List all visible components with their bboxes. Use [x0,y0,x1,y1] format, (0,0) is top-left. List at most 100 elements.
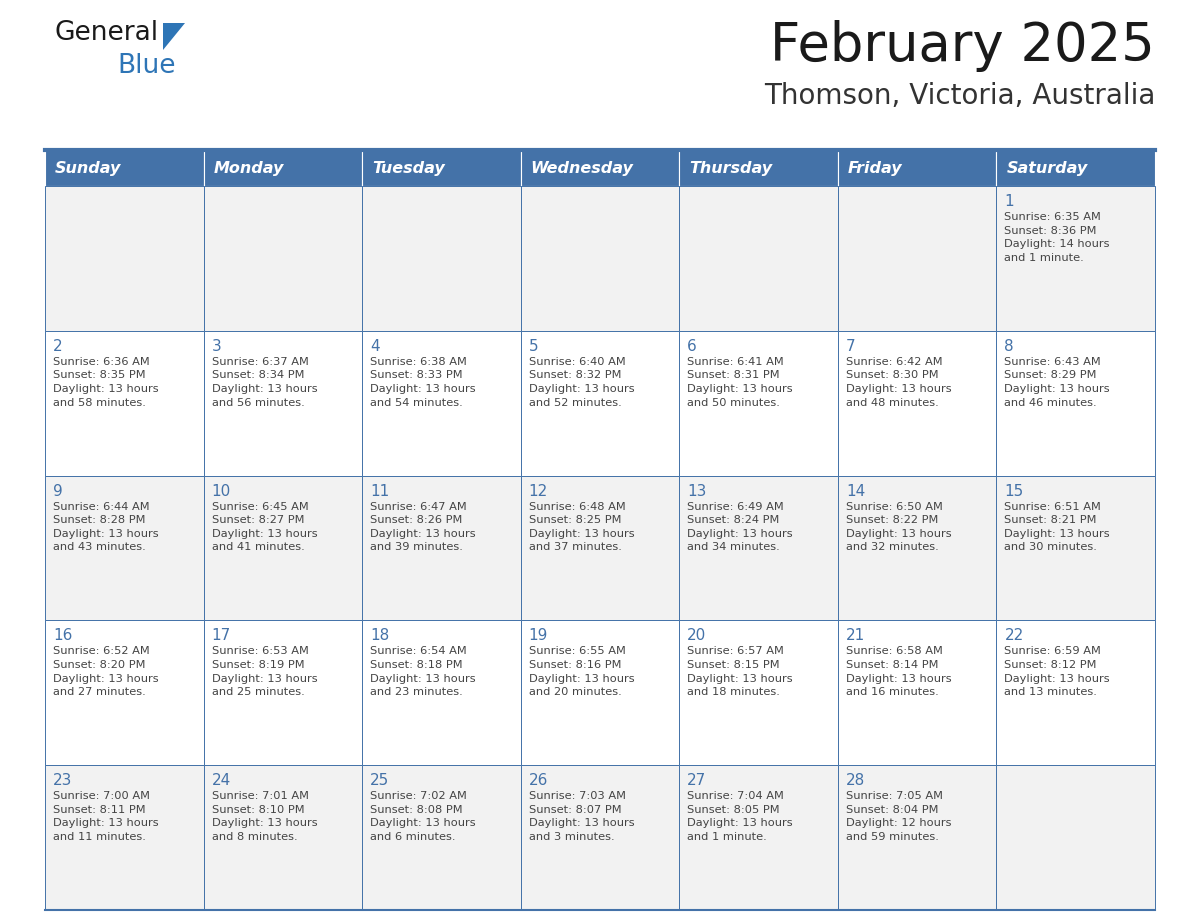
Bar [997,150,1155,186]
Text: Sunrise: 6:50 AM
Sunset: 8:22 PM
Daylight: 13 hours
and 32 minutes.: Sunrise: 6:50 AM Sunset: 8:22 PM Dayligh… [846,501,952,553]
Text: Saturday: Saturday [1006,161,1088,175]
Text: 26: 26 [529,773,548,789]
Text: 25: 25 [371,773,390,789]
Bar [45,621,203,766]
Text: Sunrise: 6:57 AM
Sunset: 8:15 PM
Daylight: 13 hours
and 18 minutes.: Sunrise: 6:57 AM Sunset: 8:15 PM Dayligh… [688,646,792,697]
Bar [203,621,362,766]
Bar [838,186,997,330]
Bar [838,621,997,766]
Text: 3: 3 [211,339,221,353]
Bar [997,476,1155,621]
Text: 8: 8 [1004,339,1015,353]
Bar [362,330,520,476]
Text: Sunrise: 6:37 AM
Sunset: 8:34 PM
Daylight: 13 hours
and 56 minutes.: Sunrise: 6:37 AM Sunset: 8:34 PM Dayligh… [211,357,317,408]
Bar [520,766,680,910]
Text: Blue: Blue [116,53,176,79]
Bar [680,766,838,910]
Text: 5: 5 [529,339,538,353]
Text: Sunrise: 6:38 AM
Sunset: 8:33 PM
Daylight: 13 hours
and 54 minutes.: Sunrise: 6:38 AM Sunset: 8:33 PM Dayligh… [371,357,475,408]
Bar [362,150,520,186]
Text: Sunday: Sunday [55,161,121,175]
Text: Sunrise: 6:49 AM
Sunset: 8:24 PM
Daylight: 13 hours
and 34 minutes.: Sunrise: 6:49 AM Sunset: 8:24 PM Dayligh… [688,501,792,553]
Text: Sunrise: 6:51 AM
Sunset: 8:21 PM
Daylight: 13 hours
and 30 minutes.: Sunrise: 6:51 AM Sunset: 8:21 PM Dayligh… [1004,501,1110,553]
Bar [838,150,997,186]
Text: 14: 14 [846,484,865,498]
Bar [362,766,520,910]
Text: 10: 10 [211,484,230,498]
Text: Sunrise: 6:43 AM
Sunset: 8:29 PM
Daylight: 13 hours
and 46 minutes.: Sunrise: 6:43 AM Sunset: 8:29 PM Dayligh… [1004,357,1110,408]
Text: 13: 13 [688,484,707,498]
Bar [362,476,520,621]
Text: Sunrise: 6:48 AM
Sunset: 8:25 PM
Daylight: 13 hours
and 37 minutes.: Sunrise: 6:48 AM Sunset: 8:25 PM Dayligh… [529,501,634,553]
Bar [45,150,203,186]
Text: 6: 6 [688,339,697,353]
Text: 1: 1 [1004,194,1015,209]
Text: Sunrise: 6:44 AM
Sunset: 8:28 PM
Daylight: 13 hours
and 43 minutes.: Sunrise: 6:44 AM Sunset: 8:28 PM Dayligh… [53,501,159,553]
Bar [997,186,1155,330]
Text: 12: 12 [529,484,548,498]
Text: Tuesday: Tuesday [372,161,444,175]
Bar [838,330,997,476]
Text: Sunrise: 6:58 AM
Sunset: 8:14 PM
Daylight: 13 hours
and 16 minutes.: Sunrise: 6:58 AM Sunset: 8:14 PM Dayligh… [846,646,952,697]
Bar [203,766,362,910]
Text: Sunrise: 7:05 AM
Sunset: 8:04 PM
Daylight: 12 hours
and 59 minutes.: Sunrise: 7:05 AM Sunset: 8:04 PM Dayligh… [846,791,952,842]
Text: Sunrise: 7:04 AM
Sunset: 8:05 PM
Daylight: 13 hours
and 1 minute.: Sunrise: 7:04 AM Sunset: 8:05 PM Dayligh… [688,791,792,842]
Bar [45,476,203,621]
Text: Wednesday: Wednesday [531,161,633,175]
Bar [520,186,680,330]
Bar [203,330,362,476]
Bar [203,476,362,621]
Text: Sunrise: 6:47 AM
Sunset: 8:26 PM
Daylight: 13 hours
and 39 minutes.: Sunrise: 6:47 AM Sunset: 8:26 PM Dayligh… [371,501,475,553]
Text: 21: 21 [846,629,865,644]
Text: Sunrise: 6:53 AM
Sunset: 8:19 PM
Daylight: 13 hours
and 25 minutes.: Sunrise: 6:53 AM Sunset: 8:19 PM Dayligh… [211,646,317,697]
Text: Sunrise: 6:59 AM
Sunset: 8:12 PM
Daylight: 13 hours
and 13 minutes.: Sunrise: 6:59 AM Sunset: 8:12 PM Dayligh… [1004,646,1110,697]
Bar [997,621,1155,766]
Text: General: General [55,20,159,46]
Text: 24: 24 [211,773,230,789]
Text: 11: 11 [371,484,390,498]
Text: Sunrise: 6:35 AM
Sunset: 8:36 PM
Daylight: 14 hours
and 1 minute.: Sunrise: 6:35 AM Sunset: 8:36 PM Dayligh… [1004,212,1110,263]
Text: Thursday: Thursday [689,161,772,175]
Text: Monday: Monday [214,161,284,175]
Text: Sunrise: 6:54 AM
Sunset: 8:18 PM
Daylight: 13 hours
and 23 minutes.: Sunrise: 6:54 AM Sunset: 8:18 PM Dayligh… [371,646,475,697]
Text: 18: 18 [371,629,390,644]
Text: 22: 22 [1004,629,1024,644]
Bar [45,330,203,476]
Bar [997,330,1155,476]
Text: Sunrise: 7:01 AM
Sunset: 8:10 PM
Daylight: 13 hours
and 8 minutes.: Sunrise: 7:01 AM Sunset: 8:10 PM Dayligh… [211,791,317,842]
Text: Sunrise: 7:00 AM
Sunset: 8:11 PM
Daylight: 13 hours
and 11 minutes.: Sunrise: 7:00 AM Sunset: 8:11 PM Dayligh… [53,791,159,842]
Text: 2: 2 [53,339,63,353]
Bar [520,150,680,186]
Bar [520,621,680,766]
Text: Thomson, Victoria, Australia: Thomson, Victoria, Australia [764,82,1155,110]
Text: 27: 27 [688,773,707,789]
Text: Sunrise: 7:03 AM
Sunset: 8:07 PM
Daylight: 13 hours
and 3 minutes.: Sunrise: 7:03 AM Sunset: 8:07 PM Dayligh… [529,791,634,842]
Text: 15: 15 [1004,484,1024,498]
Text: Friday: Friday [848,161,903,175]
Bar [997,766,1155,910]
Text: 23: 23 [53,773,72,789]
Text: 17: 17 [211,629,230,644]
Bar [203,150,362,186]
Text: 28: 28 [846,773,865,789]
Bar [45,186,203,330]
Bar [45,766,203,910]
Text: February 2025: February 2025 [770,20,1155,72]
Bar [680,476,838,621]
Bar [203,186,362,330]
Bar [520,476,680,621]
Bar [680,330,838,476]
Polygon shape [163,23,185,50]
Text: 4: 4 [371,339,380,353]
Text: Sunrise: 6:41 AM
Sunset: 8:31 PM
Daylight: 13 hours
and 50 minutes.: Sunrise: 6:41 AM Sunset: 8:31 PM Dayligh… [688,357,792,408]
Text: 19: 19 [529,629,548,644]
Text: 7: 7 [846,339,855,353]
Text: Sunrise: 6:42 AM
Sunset: 8:30 PM
Daylight: 13 hours
and 48 minutes.: Sunrise: 6:42 AM Sunset: 8:30 PM Dayligh… [846,357,952,408]
Text: 9: 9 [53,484,63,498]
Text: Sunrise: 6:36 AM
Sunset: 8:35 PM
Daylight: 13 hours
and 58 minutes.: Sunrise: 6:36 AM Sunset: 8:35 PM Dayligh… [53,357,159,408]
Bar [838,476,997,621]
Text: Sunrise: 6:45 AM
Sunset: 8:27 PM
Daylight: 13 hours
and 41 minutes.: Sunrise: 6:45 AM Sunset: 8:27 PM Dayligh… [211,501,317,553]
Bar [838,766,997,910]
Text: 16: 16 [53,629,72,644]
Text: Sunrise: 6:40 AM
Sunset: 8:32 PM
Daylight: 13 hours
and 52 minutes.: Sunrise: 6:40 AM Sunset: 8:32 PM Dayligh… [529,357,634,408]
